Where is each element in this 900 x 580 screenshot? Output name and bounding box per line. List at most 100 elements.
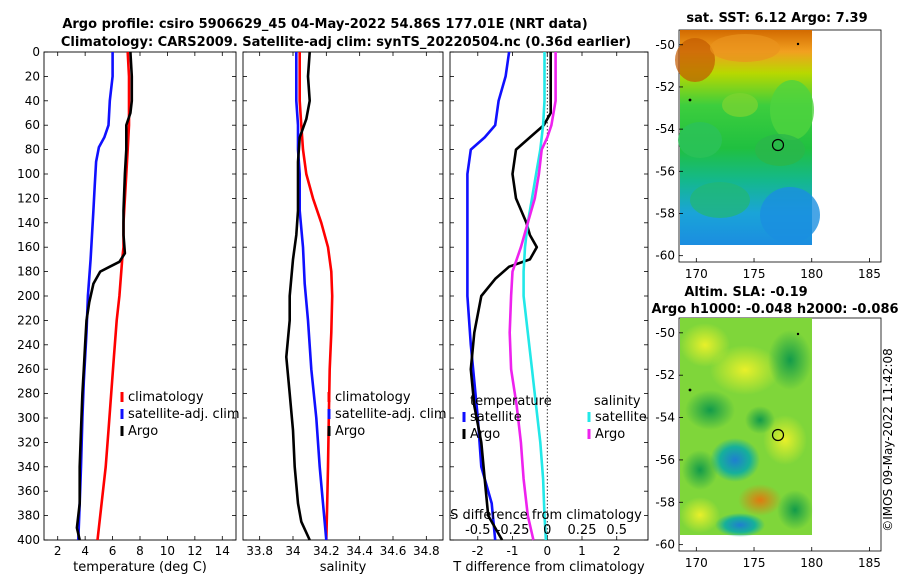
series-line-argo xyxy=(284,51,312,541)
sla-map-title-2: Argo h1000: -0.048 h2000: -0.086 xyxy=(651,302,898,317)
x-axis-label: salinity xyxy=(320,560,367,575)
legend-label: climatology xyxy=(335,390,411,405)
sst-map-title: sat. SST: 6.12 Argo: 7.39 xyxy=(686,11,867,26)
sla-map: 170 175 180 185 -50 -52 -54 -56 -58 -60 xyxy=(655,317,882,570)
plot-frame xyxy=(43,51,237,541)
legend-label: satellite-adj. clim xyxy=(128,407,240,422)
series-line-t-satellite xyxy=(466,51,511,541)
y-tick-label: 100 xyxy=(17,167,40,181)
y-tick-label: 300 xyxy=(17,411,40,425)
difference-panel: -2 -1 0 1 2 T difference from climatology temp… xyxy=(449,51,649,575)
y-tick-label: 220 xyxy=(17,313,40,327)
x-tick-label: 2 xyxy=(613,544,621,558)
map-y-tick-label: -56 xyxy=(655,164,675,178)
y-tick-label: 320 xyxy=(17,435,40,449)
x-tick-label: 34 xyxy=(285,544,300,558)
y-tick-label: 140 xyxy=(17,216,40,230)
map-x-tick-label: 170 xyxy=(685,556,708,570)
imos-timestamp: ©IMOS 09-May-2022 11:42:08 xyxy=(881,348,895,532)
series-line-argo xyxy=(75,51,134,541)
y-tick-label: 280 xyxy=(17,387,40,401)
y-tick-label: 160 xyxy=(17,240,40,254)
map-y-tick-label: -52 xyxy=(655,368,675,382)
y-tick-label: 180 xyxy=(17,265,40,279)
title-line-2: Climatology: CARS2009. Satellite-adj cli… xyxy=(61,35,631,50)
y-tick-label: 340 xyxy=(17,460,40,474)
legend-title: temperature xyxy=(470,394,552,409)
map-x-tick-label: 180 xyxy=(800,267,823,281)
legend-label: satellite-adj. clim xyxy=(335,407,447,422)
x-tick-label: -2 xyxy=(472,544,484,558)
map-y-tick-label: -52 xyxy=(655,80,675,94)
map-y-tick-label: -50 xyxy=(655,38,675,52)
y-tick-label: 20 xyxy=(25,69,40,83)
title-line-1: Argo profile: csiro 5906629_45 04-May-20… xyxy=(62,17,587,32)
series-line-s-argo xyxy=(508,52,557,541)
map-y-tick-label: -54 xyxy=(655,411,675,425)
sla-map-title-1: Altim. SLA: -0.19 xyxy=(684,285,807,300)
x-tick-label: 4 xyxy=(81,544,89,558)
y-tick-label: 360 xyxy=(17,484,40,498)
y-tick-label: 0 xyxy=(32,45,40,59)
map-y-tick-label: -58 xyxy=(655,206,675,220)
x-tick-label: 12 xyxy=(187,544,202,558)
sla-argo-location-marker xyxy=(771,428,785,442)
plot-frame xyxy=(449,51,649,541)
map-x-tick-label: 185 xyxy=(858,267,881,281)
y-tick-label: 60 xyxy=(25,118,40,132)
y-tick-label: 380 xyxy=(17,509,40,523)
map-y-tick-label: -58 xyxy=(655,495,675,509)
x-tick-label: 2 xyxy=(54,544,62,558)
map-y-tick-label: -50 xyxy=(655,326,675,340)
plot-frame xyxy=(242,51,444,541)
legend-label: climatology xyxy=(128,390,204,405)
secondary-tick-label: 0.5 xyxy=(606,523,627,538)
sst-coast-dot xyxy=(796,42,800,46)
map-y-tick-label: -60 xyxy=(655,538,675,552)
y-tick-label: 40 xyxy=(25,94,40,108)
sst-heatmap-image xyxy=(675,30,820,245)
sla-heatmap-image xyxy=(680,318,813,537)
legend-label: Argo xyxy=(128,424,158,439)
legend-label: Argo xyxy=(335,424,365,439)
secondary-tick-label: 0 xyxy=(543,523,551,538)
x-tick-label: 34.6 xyxy=(380,544,407,558)
sla-coast-dot xyxy=(796,332,800,336)
legend-label: satellite xyxy=(595,410,647,425)
map-x-tick-label: 175 xyxy=(743,556,766,570)
temperature-panel: 0 20 40 60 80 100 120 140 160 180 200 220 240 260 280 3… xyxy=(17,45,240,575)
x-tick-label: 14 xyxy=(215,544,230,558)
series-line-t-argo xyxy=(469,52,553,541)
x-tick-label: 0 xyxy=(543,544,551,558)
y-tick-label: 240 xyxy=(17,338,40,352)
sst-map: 170 175 180 185 -50 -52 -54 -56 -58 -60 xyxy=(655,29,882,281)
x-tick-label: 34.2 xyxy=(313,544,340,558)
secondary-tick-label: 0.25 xyxy=(568,523,597,538)
x-tick-label: 33.8 xyxy=(246,544,273,558)
legend-label: Argo xyxy=(470,427,500,442)
salinity-panel: 33.8 34 34.2 34.4 34.6 34.8 salinity climatolog… xyxy=(242,51,447,575)
x-tick-label: 8 xyxy=(136,544,144,558)
series-line-satellite-adj-clim xyxy=(294,52,328,541)
map-y-tick-label: -56 xyxy=(655,453,675,467)
series-line-climatology xyxy=(298,52,334,541)
map-x-tick-label: 170 xyxy=(685,267,708,281)
y-tick-label: 400 xyxy=(17,533,40,547)
sla-coast-dot xyxy=(688,388,692,392)
x-tick-label: -1 xyxy=(507,544,519,558)
map-y-tick-label: -54 xyxy=(655,122,675,136)
x-axis-label: T difference from climatology xyxy=(452,560,645,575)
secondary-axis-label: S difference from climatology xyxy=(450,508,642,523)
x-tick-label: 34.4 xyxy=(346,544,373,558)
y-tick-label: 260 xyxy=(17,362,40,376)
sst-argo-location-marker xyxy=(771,138,785,152)
map-x-tick-label: 180 xyxy=(800,556,823,570)
y-tick-label: 200 xyxy=(17,289,40,303)
secondary-tick-label: -0.25 xyxy=(496,523,530,538)
y-tick-label: 80 xyxy=(25,143,40,157)
sst-coast-dot xyxy=(688,98,692,102)
x-tick-label: 1 xyxy=(578,544,586,558)
y-tick-label: 120 xyxy=(17,191,40,205)
x-tick-label: 34.8 xyxy=(413,544,440,558)
